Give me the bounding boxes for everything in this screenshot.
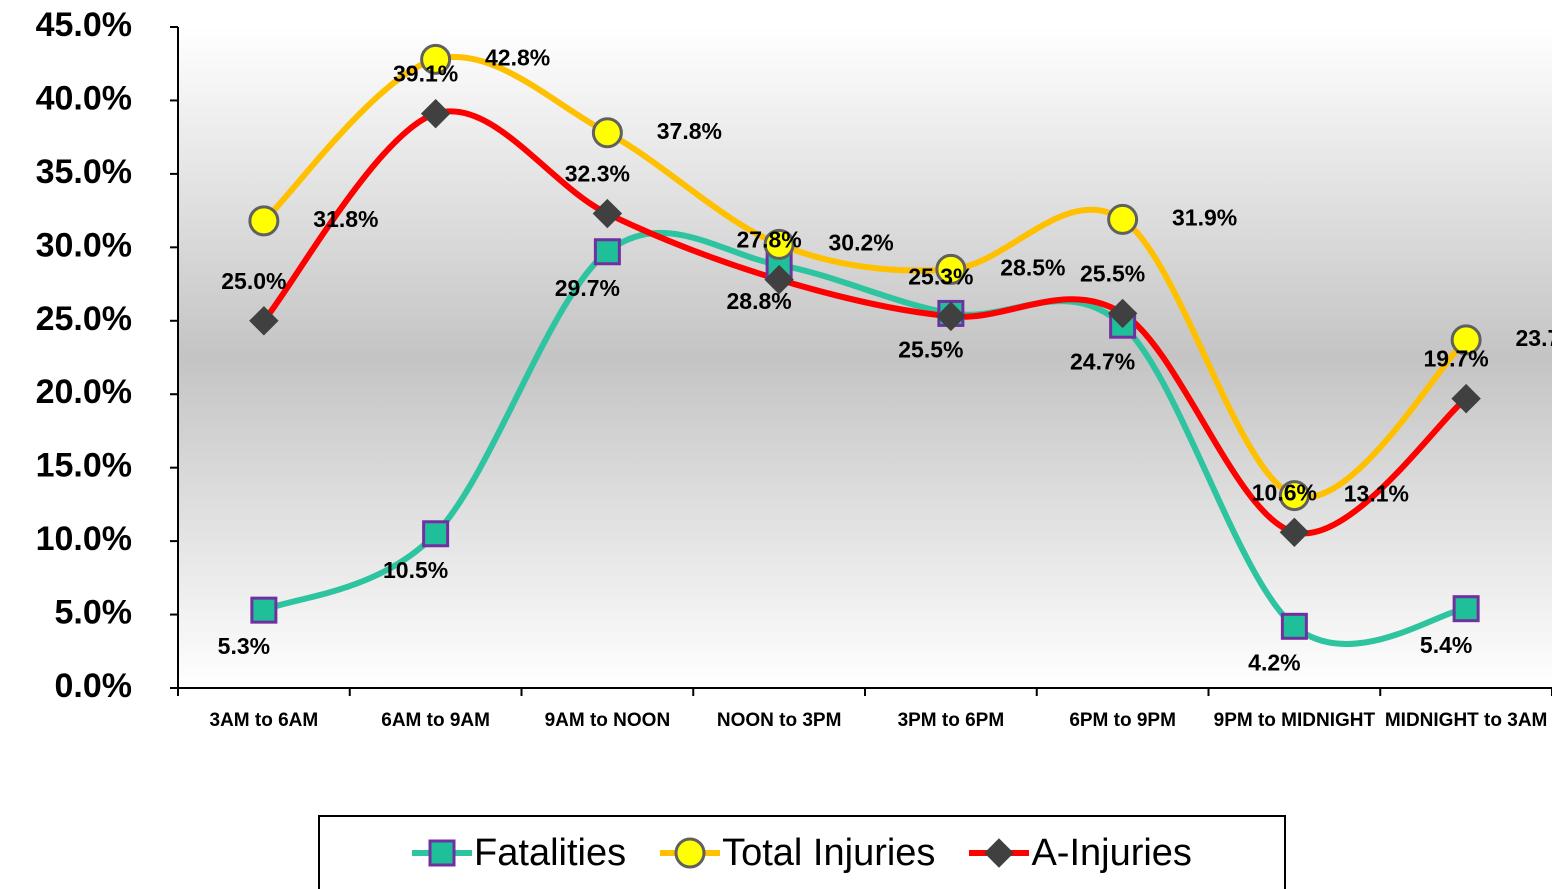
legend-item: A-Injuries [969,832,1192,875]
data-label: 10.6% [1252,479,1317,505]
y-tick-label: 25.0% [36,300,132,338]
marker [936,301,966,332]
marker [764,264,794,295]
y-tick-label: 30.0% [36,226,132,264]
y-tick-label: 45.0% [36,6,132,44]
marker [1279,517,1310,548]
data-label: 25.3% [908,263,973,289]
y-tick-label: 20.0% [36,373,132,411]
data-label: 27.8% [737,227,802,253]
legend-label: Total Injuries [722,831,936,874]
legend: Fatalities Total Injuries A-Injuries [318,815,1286,889]
data-label: 23.7% [1516,325,1552,351]
data-label: 19.7% [1424,346,1489,372]
marker [674,837,706,869]
plot-area [178,27,1552,688]
data-label: 32.3% [565,161,630,187]
marker [248,205,280,237]
data-label: 28.8% [727,288,792,314]
marker [591,117,623,149]
legend-item: Fatalities [412,832,626,875]
x-tick-label: 6PM to 9PM [1069,710,1176,731]
legend-swatch [969,838,1030,868]
x-tick-label: 3PM to 6PM [897,710,1005,731]
marker [1280,612,1308,640]
data-label: 28.5% [1000,254,1065,280]
marker [1451,383,1481,414]
legend-label: A-Injuries [1031,831,1192,874]
data-label: 24.7% [1070,348,1135,374]
marker [1452,595,1480,623]
data-label: 39.1% [393,61,458,87]
data-label: 29.7% [555,275,620,301]
marker [422,520,450,548]
marker [1278,480,1310,512]
legend-item: Total Injuries [660,832,935,875]
legend-swatch [412,839,473,867]
data-label: 5.4% [1420,632,1472,658]
x-tick-label: NOON to 3PM [716,710,842,731]
marker [984,838,1015,868]
marker [593,238,621,266]
x-tick-label: 6AM to 9AM [381,710,490,731]
data-label: 30.2% [829,229,894,255]
marker [935,253,967,285]
marker [420,98,451,129]
data-label: 5.3% [218,633,270,659]
x-tick-label: MIDNIGHT to 3AM [1384,710,1548,731]
y-tick-label: 40.0% [36,79,132,117]
data-label: 31.9% [1172,205,1237,231]
data-label: 4.2% [1248,649,1300,675]
marker [250,596,278,624]
data-label: 31.8% [313,206,378,232]
data-label: 25.0% [221,268,286,294]
y-tick-label: 0.0% [55,667,133,705]
y-tick-label: 10.0% [36,520,132,558]
marker [1107,203,1139,235]
y-tick-label: 5.0% [55,594,133,632]
data-label: 37.8% [657,118,722,144]
data-label: 25.5% [1080,261,1145,287]
marker [420,43,452,75]
marker [763,228,795,260]
x-tick-label: 9AM to NOON [544,710,671,731]
data-label: 25.5% [898,337,963,363]
x-tick-label: 9PM to MIDNIGHT [1213,710,1376,731]
data-label: 42.8% [485,44,550,70]
marker [249,306,279,336]
y-tick-label: 35.0% [36,153,132,191]
y-tick-label: 15.0% [36,447,132,485]
x-tick-label: 3AM to 6AM [209,710,319,731]
data-label: 13.1% [1344,481,1409,507]
marker [428,839,456,867]
data-label: 10.5% [383,557,448,583]
series-line [262,229,1467,647]
legend-swatch [660,837,721,869]
marker [1450,324,1482,356]
marker [592,198,623,229]
legend-label: Fatalities [474,831,627,874]
marker [1107,298,1138,329]
